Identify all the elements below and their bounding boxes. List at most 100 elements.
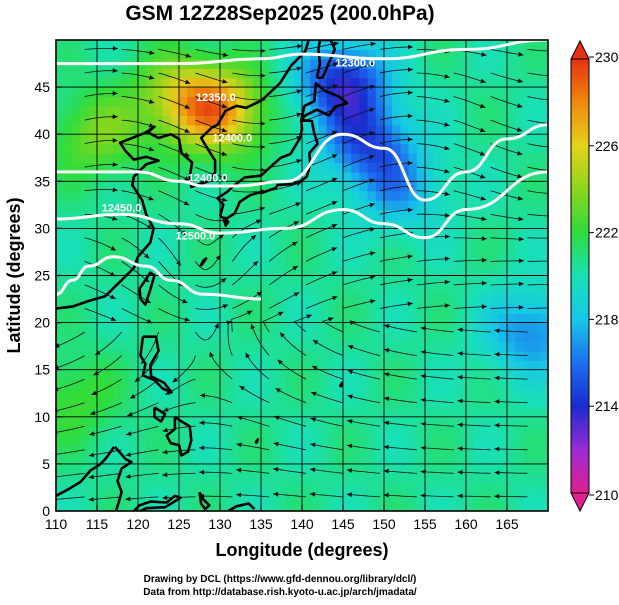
temperature-cell <box>72 350 82 361</box>
temperature-cell <box>88 369 98 380</box>
temperature-cell <box>515 426 524 437</box>
temperature-cell <box>498 200 508 211</box>
temperature-cell <box>56 313 65 324</box>
temperature-cell <box>105 96 114 107</box>
streamline <box>350 321 381 333</box>
temperature-cell <box>187 350 196 361</box>
temperature-cell <box>318 124 328 135</box>
temperature-cell <box>121 313 131 324</box>
temperature-cell <box>154 153 164 164</box>
temperature-cell <box>113 369 123 380</box>
temperature-cell <box>474 322 483 333</box>
temperature-cell <box>138 492 147 503</box>
temperature-cell <box>170 407 180 418</box>
temperature-cell <box>490 303 500 314</box>
temperature-cell <box>359 124 369 135</box>
temperature-cell <box>433 379 442 390</box>
temperature-cell <box>334 124 344 135</box>
temperature-cell <box>252 284 262 295</box>
temperature-cell <box>129 341 139 352</box>
temperature-cell <box>490 445 500 456</box>
temperature-cell <box>195 473 205 484</box>
streamline-arrow <box>444 303 450 308</box>
temperature-cell <box>154 237 164 248</box>
temperature-cell <box>392 134 401 145</box>
temperature-cell <box>449 266 459 277</box>
streamline <box>125 496 159 500</box>
temperature-cell <box>97 350 106 361</box>
coastlines <box>56 40 349 511</box>
temperature-cell <box>318 473 328 484</box>
temperature-cell <box>261 181 270 192</box>
temperature-cell <box>474 435 483 446</box>
temperature-cell <box>129 379 139 390</box>
streamline <box>199 495 233 498</box>
temperature-cell <box>408 77 418 88</box>
temperature-cell <box>277 463 287 474</box>
temperature-cell <box>162 105 172 116</box>
temperature-cell <box>64 294 73 305</box>
streamline <box>236 469 270 474</box>
temperature-cell <box>384 181 393 192</box>
temperature-cell <box>515 332 524 343</box>
temperature-cell <box>433 492 442 503</box>
temperature-cell <box>302 58 311 69</box>
temperature-cell <box>326 200 336 211</box>
temperature-cell <box>252 463 262 474</box>
temperature-cell <box>269 379 278 390</box>
temperature-cell <box>490 153 500 164</box>
temperature-cell <box>138 87 147 98</box>
temperature-cell <box>244 416 254 427</box>
temperature-cell <box>129 388 139 399</box>
temperature-cell <box>474 454 483 465</box>
temperature-cell <box>408 115 418 126</box>
temperature-cell <box>179 473 188 484</box>
temperature-cell <box>285 209 295 220</box>
temperature-cell <box>441 115 451 126</box>
streamline-arrow <box>518 51 524 57</box>
temperature-cell <box>228 87 237 98</box>
temperature-cell <box>507 124 516 135</box>
temperature-cell <box>433 58 442 69</box>
temperature-cell <box>507 501 516 511</box>
temperature-cell <box>179 237 188 248</box>
temperature-cell <box>293 143 303 154</box>
temperature-cell <box>88 124 98 135</box>
temperature-cell <box>64 190 73 201</box>
temperature-cell <box>408 416 418 427</box>
temperature-cell <box>539 247 548 258</box>
streamline <box>172 355 196 383</box>
temperature-cell <box>515 105 524 116</box>
temperature-cell <box>498 96 508 107</box>
temperature-cell <box>97 143 106 154</box>
temperature-cell <box>539 322 548 333</box>
streamline-arrow <box>236 467 242 473</box>
temperature-cell <box>138 397 147 408</box>
temperature-cell <box>539 218 548 229</box>
streamline <box>232 260 259 286</box>
temperature-cell <box>490 68 500 79</box>
temperature-cell <box>359 492 369 503</box>
temperature-cell <box>72 397 82 408</box>
temperature-cell <box>359 256 369 267</box>
temperature-cell <box>466 49 475 60</box>
streamline-arrow <box>182 298 188 304</box>
temperature-cell <box>80 322 90 333</box>
temperature-cell <box>261 153 270 164</box>
temperature-cell <box>416 153 426 164</box>
temperature-cell <box>490 341 500 352</box>
temperature-cell <box>293 294 303 305</box>
temperature-cell <box>351 379 360 390</box>
streamline-arrow <box>370 299 376 304</box>
streamline <box>305 84 338 97</box>
temperature-cell <box>334 266 344 277</box>
temperature-cell <box>154 228 164 239</box>
streamline <box>490 143 523 155</box>
streamline-arrow <box>384 372 390 377</box>
temperature-cell <box>334 171 344 182</box>
temperature-cell <box>64 171 73 182</box>
temperature-cell <box>392 407 401 418</box>
streamline <box>239 385 270 404</box>
streamline <box>457 352 491 356</box>
temperature-cell <box>236 322 246 333</box>
